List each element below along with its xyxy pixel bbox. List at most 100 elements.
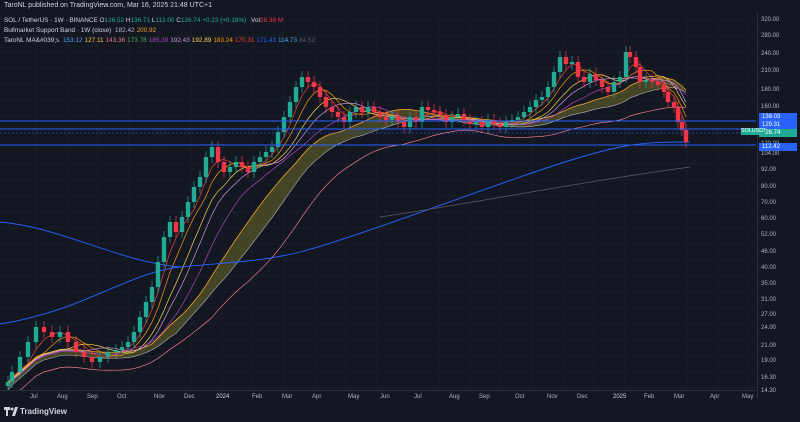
publish-text: TaroNL published on TradingView.com, Mar… [4,2,212,9]
time-label: Mar [282,394,293,400]
indicator1-value: 182.42 [115,27,135,34]
candle-body [215,147,221,162]
candle-body [581,77,587,82]
price-tick: 180.00 [761,87,780,93]
time-label: Feb [252,394,263,400]
time-label: Nov [154,394,165,400]
price-tick: 27.00 [761,312,777,318]
candle-body [81,352,87,357]
price-tick: 19.00 [761,358,777,364]
candle-body [269,147,275,152]
candle-body [377,112,383,117]
time-label: Nov [547,394,558,400]
indicator2-value: 171.43 [256,37,276,44]
candle-body [275,132,281,147]
candle-body [683,130,689,142]
candle-body [221,162,227,172]
candle-body [263,152,269,157]
candle-body [167,222,173,237]
brand-name: TradingView [20,407,67,416]
indicator2-values: 153.12 127.11 143.36 173.78 185.39 192.43 192.… [61,37,315,44]
time-label: Sep [479,394,490,400]
ohlc-values: O126.52 H136.71 L112.00 C126.74 +0.23 (+… [100,17,247,24]
candle-body [419,107,425,122]
time-label: Dec [184,394,195,400]
price-tick: 31.00 [761,297,777,303]
chart-area[interactable] [0,12,756,398]
candle-body [41,327,47,332]
time-label: Oct [515,394,525,400]
footer: TradingView [0,402,800,422]
candle-body [161,237,167,262]
candle-body [173,222,179,232]
candle-body [155,262,161,287]
candle-body [569,62,575,64]
candle-body [515,117,521,120]
candle-body [443,115,449,122]
symbol-price-label: SOLUSDT [741,128,767,135]
price-tick: 46.00 [761,249,777,255]
price-badge: 129.31 [759,121,797,129]
time-label: Jul [30,394,38,400]
candle-body [185,202,191,217]
candle-body [383,117,389,120]
ohlc-key: H [124,17,131,24]
time-label: Jul [414,394,422,400]
candle-body [233,162,239,167]
candle-body [365,107,371,112]
candle-body [437,112,443,115]
time-label: May [742,394,754,400]
candle-body [551,72,557,87]
volume-value: 28.38 M [259,17,284,24]
candle-body [299,77,305,87]
candle-body [649,80,655,82]
candle-body [113,350,119,352]
candle-body [395,116,401,122]
candle-body [627,52,633,57]
ma-200 [0,141,691,325]
tradingview-icon [4,407,18,417]
indicator2-value: 170.31 [234,37,255,44]
candle-body [281,117,287,132]
candle-body [341,117,347,122]
candle-body [311,82,317,87]
price-tick: 210.00 [761,68,780,74]
time-label: Apr [710,394,720,400]
candle-body [671,102,677,107]
candle-body [665,92,671,102]
tradingview-logo[interactable]: TradingView [4,407,67,417]
candle-body [479,122,485,127]
indicator2-value: 192.89 [191,37,212,44]
candle-body [491,120,497,124]
candle-body [239,162,245,167]
indicator2-name[interactable]: TaroNL MA&#039;s [4,37,60,44]
price-chart[interactable] [0,12,756,390]
candle-body [203,157,209,177]
candle-body [407,117,413,127]
ohlc-key: L [150,17,156,24]
candle-body [633,57,639,67]
price-axis[interactable]: 320.00280.00240.00210.00180.00160.00140.… [757,12,800,398]
candle-body [335,112,341,117]
candle-body [119,347,125,350]
volume-label: Vol [251,17,260,24]
ma-line [7,69,687,384]
candle-body [643,80,649,82]
indicator1-name[interactable]: Bullmarket Support Band · 1W (close) [4,27,112,34]
candle-body [9,372,15,382]
candle-body [353,107,359,112]
candle-body [329,107,335,112]
candle-body [413,117,419,122]
symbol-name[interactable]: SOL / TetherUS · 1W · BINANCE [4,17,98,24]
price-tick: 320.00 [761,17,780,23]
time-axis[interactable]: Jul Aug Sep Oct Nov Dec 2024 Feb Mar Apr May Jun Jul… [0,390,756,403]
candle-body [485,120,491,127]
time-label: Mar [674,394,685,400]
candle-body [533,100,539,107]
indicator2-value: 183.24 [213,37,233,44]
indicator2-value: 127.11 [84,37,104,44]
candle-body [57,332,63,337]
candle-body [105,352,111,357]
time-label: Jun [380,394,390,400]
candle-body [425,107,431,110]
